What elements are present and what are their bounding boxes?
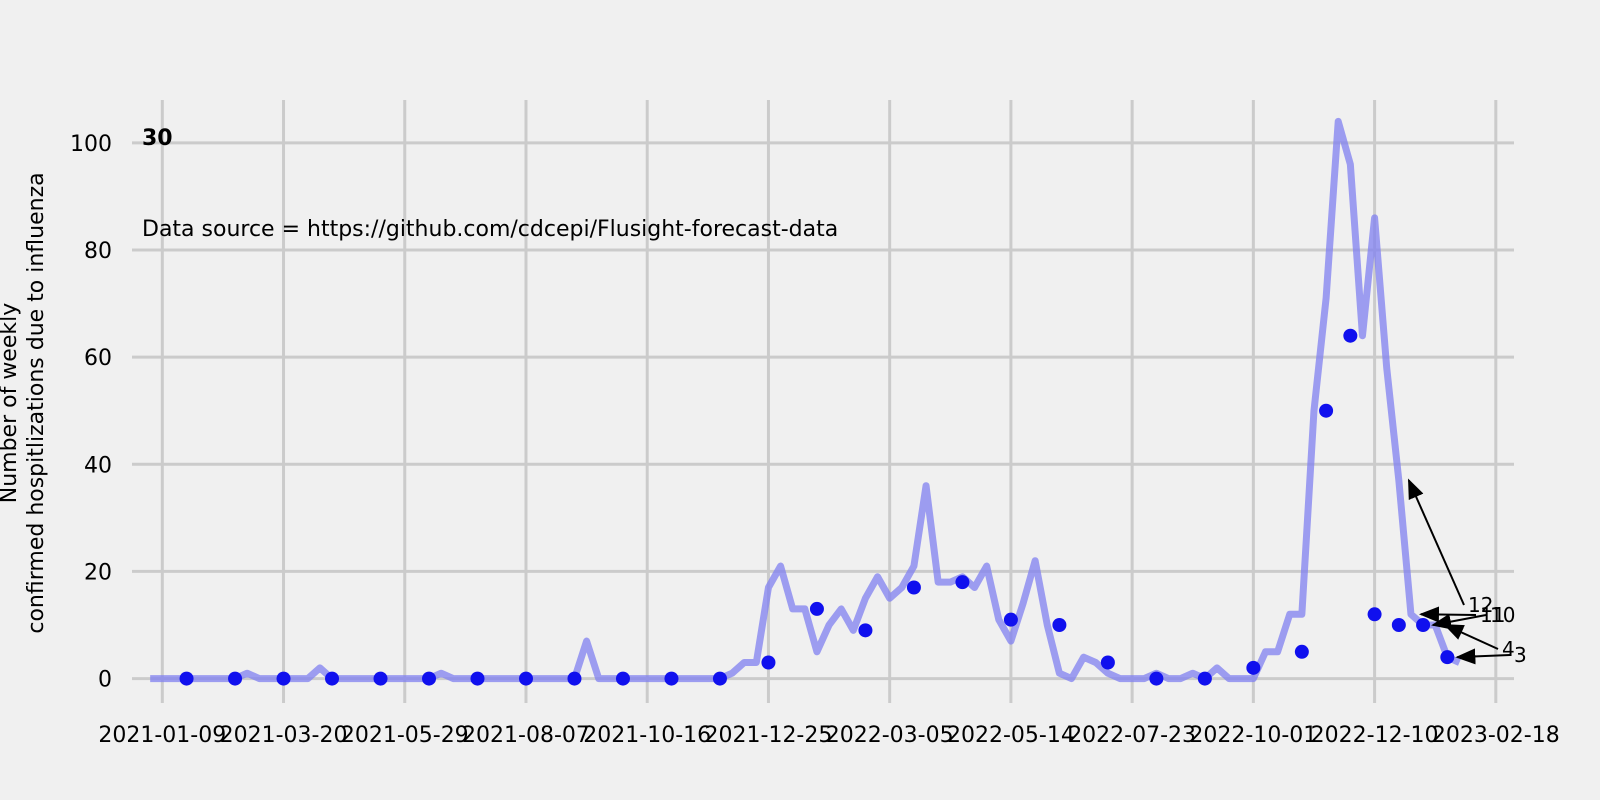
x-tick-label: 2022-12-10: [1311, 723, 1439, 748]
data-point: [664, 671, 679, 686]
data-point: [518, 671, 533, 686]
data-point: [373, 671, 388, 686]
grid: [132, 100, 1514, 703]
data-source-annotation: Data source = https://github.com/cdcepi/…: [142, 217, 838, 242]
end-label-arrow: [1443, 624, 1499, 650]
series-line-hospitalizations: [150, 117, 1461, 683]
data-point: [228, 671, 243, 686]
data-point: [1246, 660, 1261, 675]
end-label: 10: [1490, 603, 1515, 627]
data-point: [567, 671, 582, 686]
data-point: [809, 601, 824, 616]
points-layer: [179, 328, 1455, 686]
data-point: [1343, 328, 1358, 343]
data-point: [1319, 403, 1334, 418]
data-point: [179, 671, 194, 686]
data-point: [906, 580, 921, 595]
x-tick-label: 2021-01-09: [98, 723, 226, 748]
end-label-arrow: [1455, 648, 1511, 665]
x-tick-labels: 2021-01-092021-03-202021-05-292021-08-07…: [98, 723, 1559, 748]
x-tick-label: 2021-12-25: [705, 723, 833, 748]
data-point: [422, 671, 437, 686]
y-tick-labels: 0 20 40 60 80 100: [70, 132, 112, 693]
end-label-arrow: [1431, 613, 1487, 630]
data-point: [615, 671, 630, 686]
y-tick-label: 0: [98, 668, 112, 693]
chart-title: 30: [142, 126, 173, 151]
data-point: [1294, 644, 1309, 659]
x-tick-label: 2021-05-29: [341, 723, 469, 748]
y-tick-label: 80: [84, 239, 112, 264]
data-point: [276, 671, 291, 686]
y-tick-label: 40: [84, 453, 112, 478]
data-point: [325, 671, 340, 686]
x-tick-label: 2021-08-07: [462, 723, 590, 748]
data-point: [470, 671, 485, 686]
end-label: 3: [1514, 643, 1527, 667]
data-point: [1197, 671, 1212, 686]
data-point: [1440, 650, 1455, 665]
x-tick-label: 2022-03-05: [826, 723, 954, 748]
data-point: [1003, 612, 1018, 627]
x-tick-label: 2022-10-01: [1189, 723, 1317, 748]
x-tick-label: 2021-03-20: [220, 723, 348, 748]
data-point: [1391, 618, 1406, 632]
data-point: [955, 575, 970, 590]
data-point: [1416, 618, 1431, 632]
data-point: [1367, 607, 1382, 622]
end-label: 12: [1468, 593, 1493, 617]
x-tick-label: 2021-10-16: [583, 723, 711, 748]
y-tick-label: 60: [84, 346, 112, 371]
data-point: [858, 623, 873, 638]
series-layer: [150, 117, 1461, 683]
x-tick-label: 2023-02-18: [1432, 723, 1560, 748]
y-tick-label: 20: [84, 560, 112, 585]
end-label-arrow: [1407, 478, 1465, 606]
y-tick-label: 100: [70, 132, 112, 157]
y-axis-label-line-2: confirmed hospitlizations due to influen…: [24, 172, 49, 633]
end-label: 4: [1502, 637, 1515, 661]
x-tick-label: 2022-05-14: [947, 723, 1075, 748]
data-point: [712, 671, 727, 686]
data-point: [1052, 618, 1067, 632]
end-label-arrow: [1418, 606, 1477, 623]
y-axis-label-line-1: Number of weekly: [0, 303, 22, 504]
data-point: [1149, 671, 1164, 686]
x-tick-label: 2022-07-23: [1068, 723, 1196, 748]
data-point: [761, 655, 776, 670]
data-point: [1100, 655, 1115, 670]
